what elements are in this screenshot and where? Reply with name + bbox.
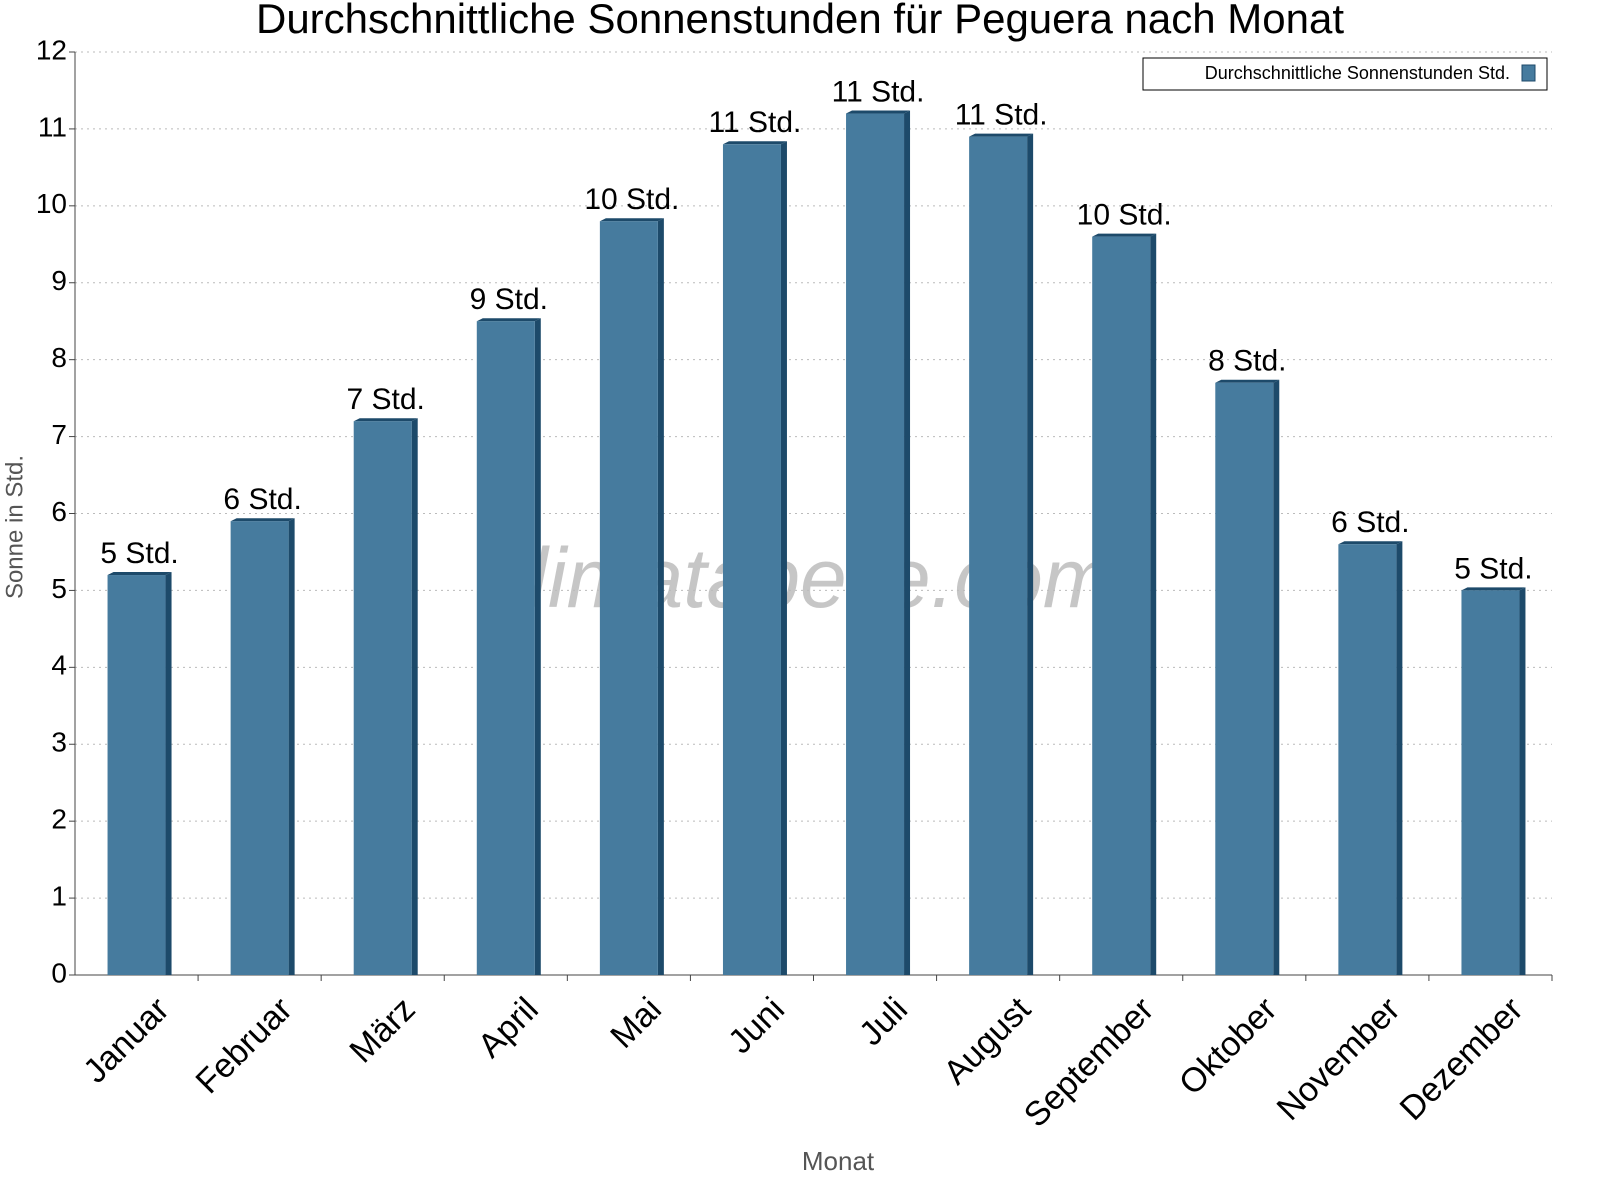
- bar: [1092, 236, 1151, 976]
- y-tick-label: 8: [51, 342, 67, 373]
- x-tick-label: März: [342, 990, 422, 1070]
- y-tick-label: 12: [36, 34, 67, 65]
- value-label: 5 Std.: [100, 537, 178, 570]
- bar-top: [1092, 233, 1157, 237]
- bar-side: [1150, 233, 1157, 976]
- x-tick-label: Juni: [721, 990, 792, 1061]
- y-tick-label: 0: [51, 957, 67, 988]
- bar-side: [1273, 379, 1280, 975]
- y-tick-label: 10: [36, 188, 67, 219]
- y-tick-label: 1: [51, 880, 67, 911]
- y-tick-label: 6: [51, 496, 67, 527]
- value-label: 9 Std.: [470, 283, 548, 316]
- bar-side: [904, 110, 911, 976]
- bar-top: [1461, 587, 1526, 591]
- y-tick-label: 7: [51, 419, 67, 450]
- bar-side: [165, 572, 172, 975]
- y-tick-label: 11: [38, 111, 67, 142]
- value-label: 7 Std.: [347, 383, 425, 416]
- bar: [1461, 590, 1520, 975]
- bar-side: [780, 141, 787, 976]
- bar-side: [288, 518, 295, 975]
- bar-side: [1027, 133, 1034, 975]
- bar: [599, 221, 658, 975]
- value-label: 6 Std.: [223, 483, 301, 516]
- value-label: 5 Std.: [1454, 552, 1532, 585]
- bar-top: [599, 218, 664, 222]
- x-tick-label: Juli: [852, 990, 915, 1053]
- bar-side: [534, 318, 541, 975]
- bar-top: [969, 133, 1034, 137]
- bar-top: [107, 572, 172, 576]
- x-tick-label: Oktober: [1172, 990, 1284, 1102]
- bar: [353, 421, 412, 975]
- bar-side: [1396, 541, 1403, 975]
- bar-side: [411, 418, 418, 975]
- x-tick-label: November: [1270, 990, 1408, 1128]
- bar: [1215, 382, 1274, 975]
- value-label: 6 Std.: [1331, 506, 1409, 539]
- x-tick-label: Dezember: [1393, 990, 1531, 1128]
- y-tick-label: 4: [51, 650, 67, 681]
- value-label: 10 Std.: [584, 183, 679, 216]
- x-tick-label: September: [1017, 990, 1161, 1134]
- y-axis-label: Sonne in Std.: [1, 455, 28, 599]
- x-tick-label: Mai: [603, 990, 669, 1056]
- bar-top: [722, 141, 787, 145]
- bar: [1338, 544, 1397, 975]
- legend-swatch: [1521, 64, 1536, 82]
- legend-box: [1142, 57, 1548, 91]
- bar: [230, 521, 289, 975]
- y-tick-label: 2: [51, 804, 67, 835]
- bar-side: [1519, 587, 1526, 975]
- legend-label: Durchschnittliche Sonnenstunden Std.: [1205, 63, 1510, 83]
- bar-top: [353, 418, 418, 422]
- x-tick-label: April: [471, 990, 546, 1065]
- bar: [722, 144, 781, 976]
- x-axis-label: Monat: [802, 1146, 875, 1176]
- value-label: 11 Std.: [955, 99, 1048, 132]
- x-tick-label: August: [936, 990, 1038, 1092]
- bar: [476, 321, 535, 975]
- x-tick-label: Februar: [189, 990, 300, 1101]
- value-label: 11 Std.: [709, 106, 802, 139]
- value-label: 10 Std.: [1077, 199, 1172, 232]
- bar-top: [230, 518, 295, 522]
- bar-top: [846, 110, 911, 114]
- bar: [846, 113, 905, 976]
- y-tick-label: 9: [51, 265, 67, 296]
- bar-top: [476, 318, 541, 322]
- bar: [969, 136, 1028, 975]
- bar: [107, 575, 166, 975]
- value-label: 8 Std.: [1208, 345, 1286, 378]
- y-tick-label: 5: [51, 573, 67, 604]
- chart-title: Durchschnittliche Sonnenstunden für Pegu…: [256, 0, 1344, 42]
- y-tick-label: 3: [51, 727, 67, 758]
- x-tick-label: Januar: [76, 990, 176, 1090]
- bar-side: [657, 218, 664, 975]
- value-label: 11 Std.: [832, 75, 925, 108]
- bar-top: [1338, 541, 1403, 545]
- bar-top: [1215, 379, 1280, 383]
